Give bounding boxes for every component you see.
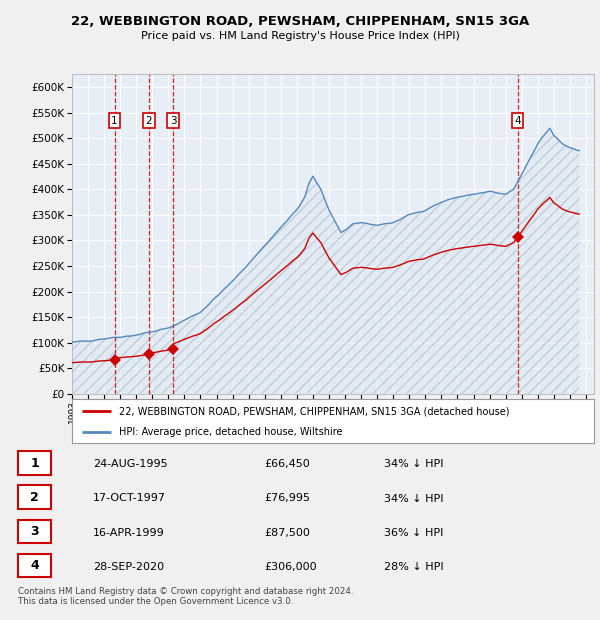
Text: £66,450: £66,450 (264, 459, 310, 469)
Text: HPI: Average price, detached house, Wiltshire: HPI: Average price, detached house, Wilt… (119, 427, 343, 437)
Text: 4: 4 (514, 116, 521, 126)
Text: 28% ↓ HPI: 28% ↓ HPI (384, 562, 443, 572)
Text: 28-SEP-2020: 28-SEP-2020 (93, 562, 164, 572)
Text: 36% ↓ HPI: 36% ↓ HPI (384, 528, 443, 538)
Text: 34% ↓ HPI: 34% ↓ HPI (384, 459, 443, 469)
Text: 16-APR-1999: 16-APR-1999 (93, 528, 165, 538)
Text: 1: 1 (30, 457, 39, 469)
Text: 2: 2 (146, 116, 152, 126)
Text: 17-OCT-1997: 17-OCT-1997 (93, 494, 166, 503)
Text: Price paid vs. HM Land Registry's House Price Index (HPI): Price paid vs. HM Land Registry's House … (140, 31, 460, 41)
Text: £87,500: £87,500 (264, 528, 310, 538)
Text: 3: 3 (30, 525, 39, 538)
Text: 34% ↓ HPI: 34% ↓ HPI (384, 494, 443, 503)
Text: 22, WEBBINGTON ROAD, PEWSHAM, CHIPPENHAM, SN15 3GA (detached house): 22, WEBBINGTON ROAD, PEWSHAM, CHIPPENHAM… (119, 406, 509, 416)
Text: 1: 1 (111, 116, 118, 126)
Text: 3: 3 (170, 116, 176, 126)
Text: 22, WEBBINGTON ROAD, PEWSHAM, CHIPPENHAM, SN15 3GA: 22, WEBBINGTON ROAD, PEWSHAM, CHIPPENHAM… (71, 16, 529, 28)
Text: Contains HM Land Registry data © Crown copyright and database right 2024.
This d: Contains HM Land Registry data © Crown c… (18, 587, 353, 606)
Text: £306,000: £306,000 (264, 562, 317, 572)
Text: 24-AUG-1995: 24-AUG-1995 (93, 459, 167, 469)
Text: £76,995: £76,995 (264, 494, 310, 503)
Text: 2: 2 (30, 491, 39, 503)
Text: 4: 4 (30, 559, 39, 572)
